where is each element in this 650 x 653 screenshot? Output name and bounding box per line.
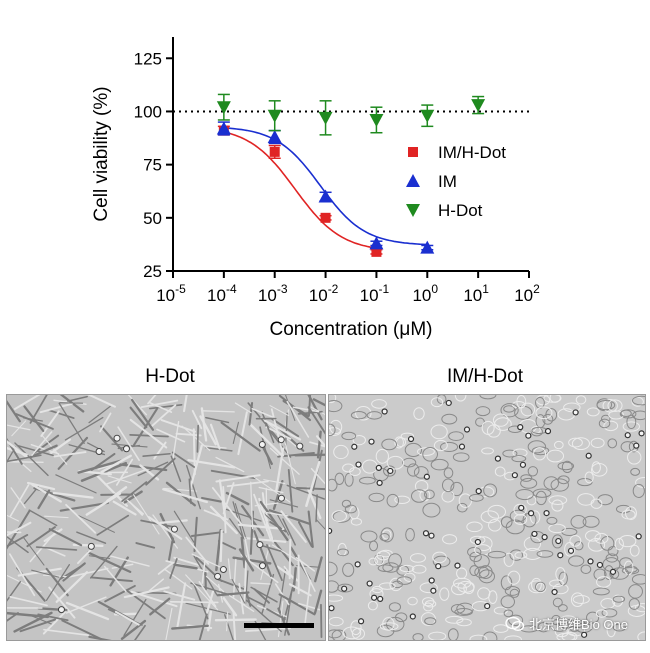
y-tick-label: 75 xyxy=(143,156,162,175)
wechat-icon xyxy=(505,616,525,631)
data-point-2-4 xyxy=(420,109,435,123)
im-h-dot-micrograph xyxy=(328,394,646,641)
y-tick-label: 100 xyxy=(134,102,162,121)
data-point-2-5 xyxy=(471,99,486,113)
left-panel-title: H-Dot xyxy=(145,366,195,387)
data-point-2-3 xyxy=(369,113,384,127)
x-tick-label: 102 xyxy=(514,282,540,305)
legend-marker-2 xyxy=(406,204,420,217)
right-panel-title: IM/H-Dot xyxy=(447,366,523,387)
y-tick-label: 25 xyxy=(143,262,162,281)
data-point-2-2 xyxy=(318,111,333,125)
legend-label-2: H-Dot xyxy=(438,201,483,220)
x-tick-label: 10-3 xyxy=(258,282,288,305)
x-tick-label: 10-4 xyxy=(207,282,237,305)
y-tick-label: 125 xyxy=(134,49,162,68)
data-point-0-1 xyxy=(269,146,280,157)
watermark-text: 北京博维Bio One xyxy=(529,617,628,632)
y-tick-label: 50 xyxy=(143,209,162,228)
data-point-1-4 xyxy=(420,240,435,254)
data-point-0-3 xyxy=(371,246,382,257)
x-axis-label: Concentration (μM) xyxy=(269,319,432,340)
data-point-1-0 xyxy=(216,121,231,135)
x-tick-label: 101 xyxy=(463,282,489,305)
legend-marker-0 xyxy=(408,147,418,157)
h-dot-micrograph xyxy=(6,394,326,641)
data-point-0-2 xyxy=(320,212,331,223)
data-point-2-0 xyxy=(216,101,231,115)
viability-chart: 25 50 75 100 125 10-5 10-4 10-3 10-2 10-1 100 101 10… xyxy=(91,37,540,340)
data-point-2-1 xyxy=(267,109,282,123)
data-point-1-2 xyxy=(318,189,333,203)
x-tick-label: 10-2 xyxy=(309,282,339,305)
data-point-1-1 xyxy=(267,129,282,143)
legend-label-1: IM xyxy=(438,172,457,191)
fit-curve-0 xyxy=(223,131,377,249)
legend-marker-1 xyxy=(406,174,420,187)
x-tick-label: 10-1 xyxy=(360,282,390,305)
x-tick-label: 100 xyxy=(412,282,438,305)
watermark: 北京博维Bio One xyxy=(505,614,628,633)
y-axis-label: Cell viability (%) xyxy=(91,86,112,221)
x-tick-label: 10-5 xyxy=(156,282,186,305)
legend-label-0: IM/H-Dot xyxy=(438,143,506,162)
data-point-1-3 xyxy=(369,236,384,250)
